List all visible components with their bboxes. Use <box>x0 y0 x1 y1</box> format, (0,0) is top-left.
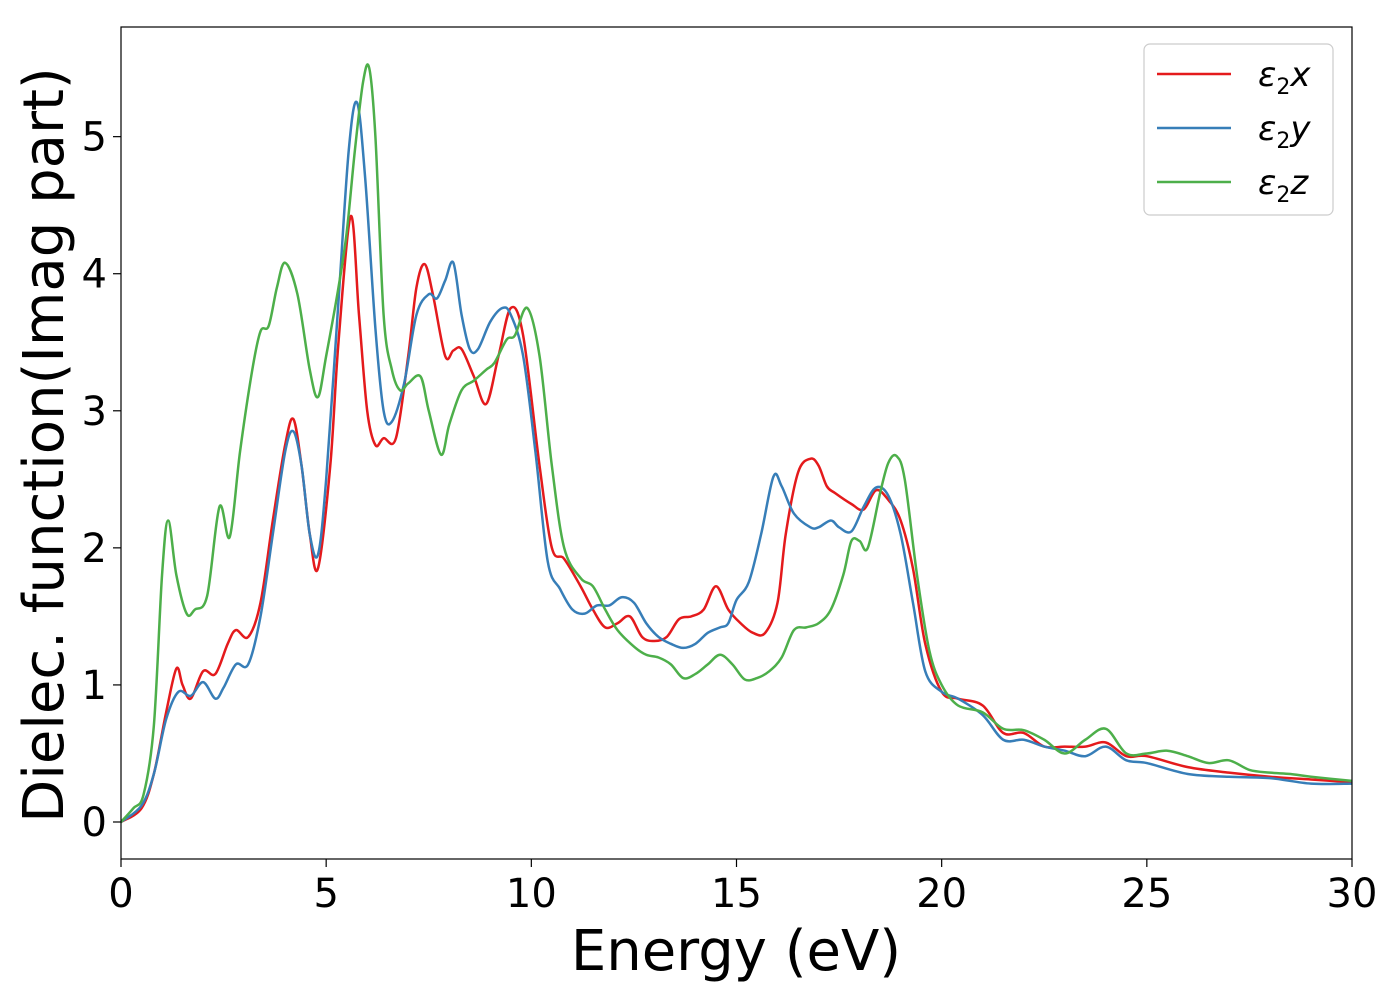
y-tick-label: 1 <box>82 663 107 709</box>
y-tick-label: 2 <box>82 526 107 572</box>
y-tick-label: 3 <box>82 389 107 435</box>
x-tick-label: 15 <box>711 871 762 917</box>
legend-box <box>1143 43 1334 216</box>
y-tick-label: 4 <box>82 252 107 298</box>
x-tick-label: 30 <box>1327 871 1378 917</box>
x-tick-label: 5 <box>313 871 338 917</box>
y-axis: 0 1 2 3 4 5 <box>82 115 121 846</box>
legend: ε2x ε2y ε2z <box>1143 43 1334 216</box>
x-tick-label: 25 <box>1121 871 1172 917</box>
legend-label-x: ε2x <box>1258 55 1311 100</box>
legend-label-y: ε2y <box>1258 109 1311 154</box>
x-tick-label: 20 <box>916 871 967 917</box>
y-axis-title: Dielec. function(Imag part) <box>12 67 77 823</box>
series-layer <box>121 63 1352 824</box>
y-tick-label: 0 <box>82 800 107 846</box>
legend-label-z: ε2z <box>1258 163 1309 208</box>
y-tick-label: 5 <box>82 115 107 161</box>
x-axis-title: Energy (eV) <box>571 919 901 984</box>
x-tick-label: 0 <box>108 871 133 917</box>
series-line-y <box>121 100 1352 824</box>
x-tick-label: 10 <box>506 871 557 917</box>
x-axis: 0 5 10 15 20 25 30 <box>108 859 1377 917</box>
series-line-z <box>121 63 1352 824</box>
